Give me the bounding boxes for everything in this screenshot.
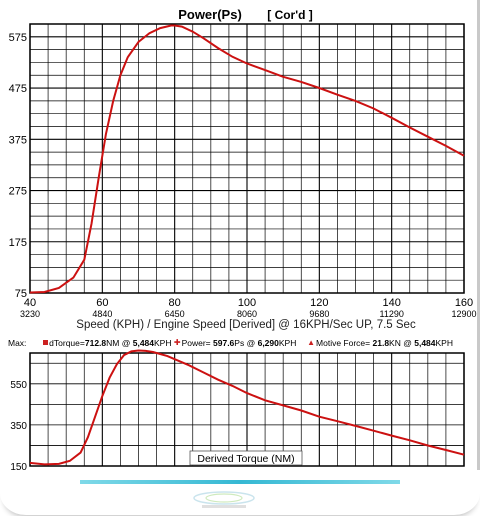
max-force-value: 21.8 <box>372 337 390 348</box>
chart-svg: Power(Ps) [ Cor'd ] 75175275375475575403… <box>9 7 477 473</box>
top-x-tick-label: 140 <box>382 297 400 309</box>
bottom-y-tick-label: 150 <box>10 462 27 470</box>
top-plot-area <box>29 24 465 294</box>
max-force-at: 5,484 <box>414 337 436 348</box>
bottom-chart-label: Derived Torque (NM) <box>197 453 294 465</box>
derived-torque-curve <box>29 349 465 466</box>
accent-bar <box>80 480 400 484</box>
top-x-tick-label: 160 <box>455 297 473 309</box>
top-x-secondary-tick-label: 11290 <box>379 309 403 319</box>
top-y-tick-label: 175 <box>9 237 27 249</box>
max-values-row: Max: dTorque=712.8NM @ 5,484KPH ✚Power= … <box>8 336 474 348</box>
chart-title: Power(Ps) <box>178 7 242 22</box>
top-x-tick-label: 100 <box>238 297 256 309</box>
brand-logo-icon <box>193 491 255 508</box>
top-x-tick-label: 120 <box>310 297 328 309</box>
top-x-tick-label: 80 <box>169 297 181 309</box>
power-curve <box>29 24 465 294</box>
max-power-unit: Ps @ <box>234 337 256 348</box>
top-x-tick-label: 40 <box>24 297 36 309</box>
top-y-tick-label: 275 <box>9 186 27 198</box>
max-power-value: 597.6 <box>213 337 235 348</box>
torque-marker-icon <box>43 339 49 345</box>
bottom-axis-ticks: 150 350 550 <box>10 380 27 473</box>
chart-subtitle: [ Cor'd ] <box>267 8 313 22</box>
max-torque-unit: NM @ <box>106 337 131 348</box>
bottom-y-tick-label: 550 <box>10 380 27 391</box>
max-label: Max: <box>8 337 27 348</box>
top-x-secondary-tick-label: 6450 <box>165 309 185 319</box>
max-torque-value: 712.8 <box>84 337 107 348</box>
top-y-tick-label: 375 <box>9 134 27 146</box>
bottom-chart-label-box <box>189 450 303 466</box>
bottom-plot-area <box>29 349 465 466</box>
top-x-secondary-tick-label: 8060 <box>237 309 257 319</box>
chart-frame: Power(Ps) [ Cor'd ] 75 175 275 375 475 575 40 3… <box>8 0 480 473</box>
bottom-plot-grid <box>29 352 465 467</box>
top-x-secondary-tick-label: 9680 <box>309 309 329 319</box>
force-marker-icon: ▲ <box>307 337 316 347</box>
top-x-tick-label: 60 <box>96 297 108 309</box>
max-torque-name: dTorque= <box>49 337 85 348</box>
top-x-secondary-tick-label: 3230 <box>20 309 40 319</box>
top-y-tick-label: 75 <box>15 288 27 300</box>
max-force-unit: KN @ <box>389 337 412 348</box>
top-y-tick-label: 575 <box>9 32 27 44</box>
top-y-tick-label: 475 <box>9 83 27 95</box>
max-torque-at-unit: KPH <box>154 337 172 348</box>
max-power-name: Power= <box>181 337 211 348</box>
max-torque-at: 5,484 <box>132 337 155 348</box>
x-axis-label: Speed (KPH) / Engine Speed [Derived] @ 1… <box>76 319 416 331</box>
bottom-y-tick-label: 350 <box>10 421 27 432</box>
power-marker-icon: ✚ <box>173 337 181 347</box>
max-force-at-unit: KPH <box>435 337 453 348</box>
top-x-secondary-tick-label: 4840 <box>92 309 112 319</box>
max-power-at: 6,290 <box>257 337 279 348</box>
top-x-secondary-tick-label: 12900 <box>451 309 476 319</box>
max-power-at-unit: KPH <box>278 337 297 348</box>
max-force-name: Motive Force= <box>316 337 371 348</box>
